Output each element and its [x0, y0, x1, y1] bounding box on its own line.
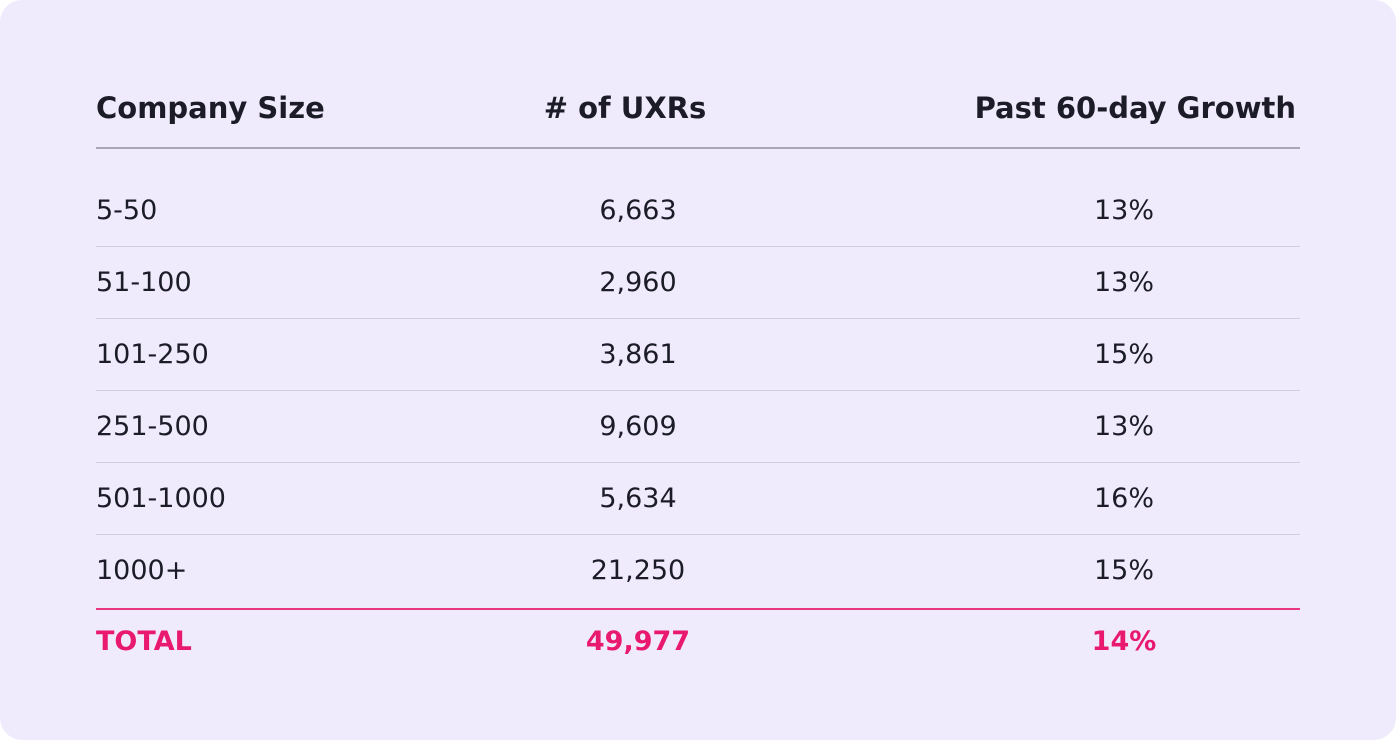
cell-uxr-count: 3,861: [599, 339, 677, 370]
table-row: 251-500 9,609 13%: [96, 391, 1300, 463]
cell-company-size: 5-50: [96, 195, 158, 226]
row-divider: [96, 318, 1300, 319]
total-row: TOTAL 49,977 14%: [96, 606, 1300, 678]
cell-uxr-count: 21,250: [590, 555, 686, 586]
cell-company-size: 501-1000: [96, 483, 226, 514]
cell-growth: 13%: [1093, 195, 1154, 226]
cell-growth: 13%: [1093, 267, 1154, 298]
header-company-size: Company Size: [96, 91, 325, 125]
cell-growth: 15%: [1093, 339, 1154, 370]
cell-company-size: 251-500: [96, 411, 209, 442]
table-row: 5-50 6,663 13%: [96, 175, 1300, 247]
cell-growth: 15%: [1093, 555, 1154, 586]
table-row: 51-100 2,960 13%: [96, 247, 1300, 319]
cell-uxr-count: 5,634: [599, 483, 677, 514]
header-growth: Past 60-day Growth: [974, 91, 1296, 125]
cell-company-size: 51-100: [96, 267, 192, 298]
total-growth: 14%: [1091, 626, 1157, 657]
row-divider: [96, 462, 1300, 463]
total-uxr-count: 49,977: [585, 626, 691, 657]
cell-uxr-count: 2,960: [599, 267, 677, 298]
row-divider: [96, 246, 1300, 247]
header-uxr-count: # of UXRs: [543, 91, 707, 125]
cell-uxr-count: 6,663: [599, 195, 677, 226]
total-divider: [96, 608, 1300, 610]
cell-uxr-count: 9,609: [599, 411, 677, 442]
cell-growth: 16%: [1093, 483, 1154, 514]
table-header: Company Size # of UXRs Past 60-day Growt…: [96, 72, 1300, 144]
table-row: 1000+ 21,250 15%: [96, 535, 1300, 607]
header-divider: [96, 147, 1300, 149]
table-row: 501-1000 5,634 16%: [96, 463, 1300, 535]
row-divider: [96, 534, 1300, 535]
cell-growth: 13%: [1093, 411, 1154, 442]
cell-company-size: 101-250: [96, 339, 209, 370]
table-row: 101-250 3,861 15%: [96, 319, 1300, 391]
cell-company-size: 1000+: [96, 555, 188, 586]
row-divider: [96, 390, 1300, 391]
total-label: TOTAL: [96, 626, 192, 657]
